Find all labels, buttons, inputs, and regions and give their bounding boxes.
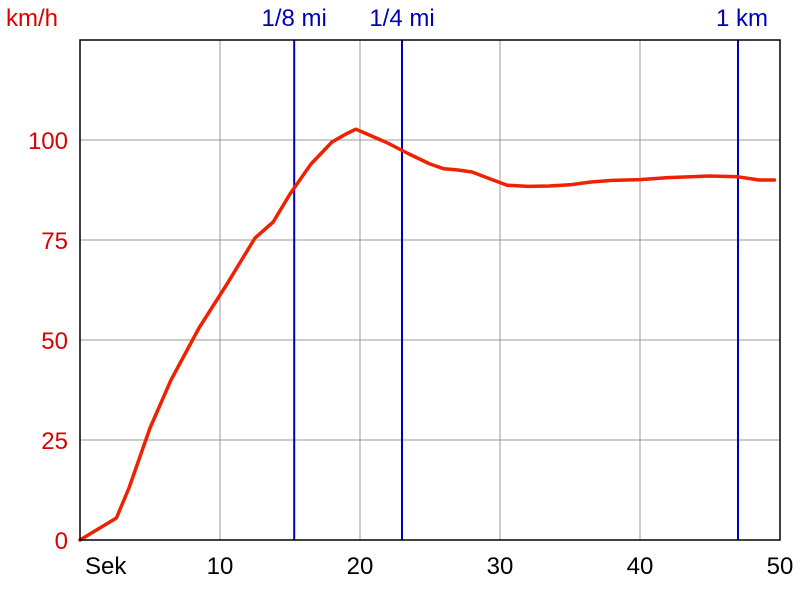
- x-tick-label: 40: [627, 553, 654, 580]
- x-tick-label: 50: [767, 553, 794, 580]
- y-tick-label: 0: [55, 528, 68, 555]
- distance-marker-label: 1/4 mi: [369, 5, 434, 32]
- y-tick-label: 50: [41, 328, 68, 355]
- x-tick-label: 10: [207, 553, 234, 580]
- distance-markers: 1/8 mi 1/4 mi 1 km: [262, 5, 768, 540]
- speed-series-line: [78, 127, 777, 542]
- series-layer: [78, 127, 777, 542]
- y-axis-label: km/h: [6, 5, 58, 32]
- grid-lines: [80, 39, 780, 540]
- y-tick-label: 100: [28, 128, 68, 155]
- x-axis-label: Sek: [85, 553, 127, 580]
- tick-labels: 10 20 30 40 50 0 25 50 75 100: [28, 128, 793, 580]
- distance-marker-label: 1 km: [716, 5, 768, 32]
- plot-frame: [79, 39, 781, 541]
- y-tick-label: 25: [41, 428, 68, 455]
- x-tick-label: 20: [347, 553, 374, 580]
- y-tick-label: 75: [41, 228, 68, 255]
- x-tick-label: 30: [487, 553, 514, 580]
- distance-marker-label: 1/8 mi: [262, 5, 327, 32]
